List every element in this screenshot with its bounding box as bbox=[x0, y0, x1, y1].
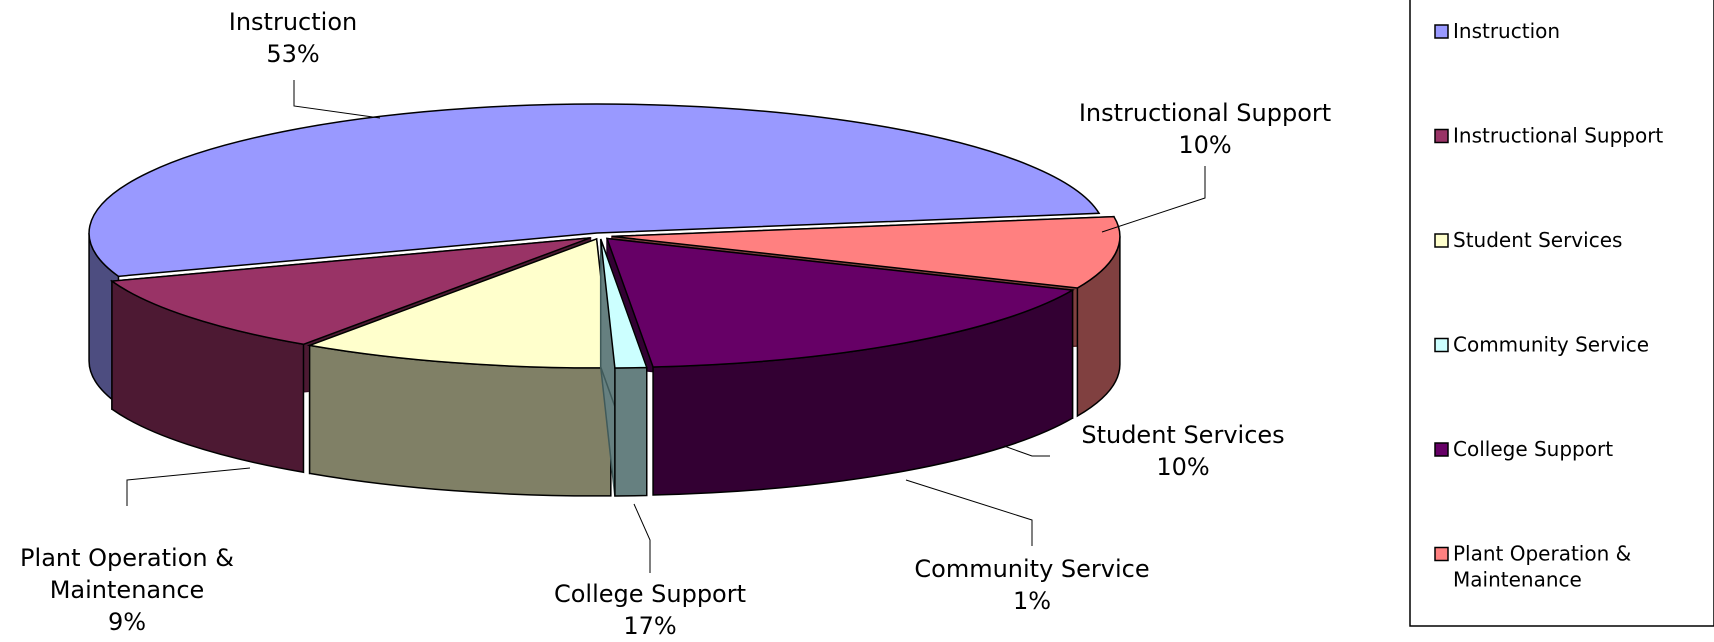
pie-slice-top bbox=[88, 103, 1101, 278]
pie-slice bbox=[599, 238, 648, 497]
data-label-name: Student Services bbox=[1081, 421, 1284, 449]
legend-label-line: Community Service bbox=[1453, 333, 1649, 357]
pie-slice-top bbox=[306, 237, 612, 369]
legend-item: Instruction bbox=[1434, 19, 1560, 43]
legend-label-line: Instruction bbox=[1453, 19, 1560, 43]
pie-slice-side bbox=[614, 366, 648, 497]
legend-item: College Support bbox=[1434, 437, 1613, 461]
legend-label: Community Service bbox=[1453, 333, 1649, 357]
pie-slice-top bbox=[605, 237, 1075, 368]
legend-label: Instructional Support bbox=[1453, 124, 1663, 148]
leader-line bbox=[126, 467, 251, 506]
legend-item: Instructional Support bbox=[1434, 124, 1663, 148]
legend-swatch bbox=[1434, 337, 1449, 353]
pie-slice-top bbox=[109, 237, 591, 346]
legend-swatch bbox=[1434, 442, 1449, 457]
data-label-percent: 1% bbox=[1013, 587, 1051, 615]
data-label-text: Instructional Support 10% bbox=[1079, 99, 1331, 159]
legend-label: Plant Operation & Maintenance bbox=[1453, 542, 1631, 592]
leader-line bbox=[1003, 445, 1050, 457]
leader-line bbox=[905, 479, 1033, 546]
legend-swatch bbox=[1434, 233, 1449, 248]
legend-label-line: College Support bbox=[1453, 437, 1613, 461]
legend-label-line: Instructional Support bbox=[1453, 124, 1663, 148]
data-label: College Support 17% bbox=[554, 580, 746, 640]
legend-label-line: Plant Operation & bbox=[1453, 542, 1631, 566]
legend-swatch bbox=[1434, 128, 1449, 144]
pie-body bbox=[88, 103, 1121, 497]
legend-swatch bbox=[1434, 24, 1449, 39]
legend-label: College Support bbox=[1453, 437, 1613, 461]
legend-label: Student Services bbox=[1453, 228, 1622, 252]
legend-label: Instruction bbox=[1453, 19, 1560, 43]
pie-slice bbox=[605, 237, 1075, 496]
leader-lines bbox=[126, 80, 1206, 573]
data-label: Student Services 10% bbox=[1081, 421, 1284, 481]
data-label: Instructional Support 10% bbox=[1079, 99, 1331, 159]
data-label-percent: 10% bbox=[1178, 131, 1231, 159]
data-label-name: Plant Operation & bbox=[20, 544, 234, 572]
leader-line bbox=[1101, 166, 1206, 233]
legend-swatch bbox=[1434, 546, 1449, 562]
data-label-text: Plant Operation & Maintenance 9% bbox=[20, 544, 234, 636]
data-label-percent: 53% bbox=[266, 40, 319, 68]
data-label: Community Service 1% bbox=[914, 555, 1149, 615]
data-label-name: College Support bbox=[554, 580, 746, 608]
data-label-percent: 10% bbox=[1156, 453, 1209, 481]
data-label-name: Maintenance bbox=[50, 576, 205, 604]
data-label-name: Instruction bbox=[229, 8, 357, 36]
leader-line bbox=[633, 503, 651, 573]
data-label: Plant Operation & Maintenance 9% bbox=[20, 544, 234, 636]
data-label-percent: 17% bbox=[623, 612, 676, 640]
legend-frame bbox=[1409, 0, 1714, 627]
legend: Instruction Instructional Support Student … bbox=[1409, 0, 1714, 627]
pie-slice bbox=[88, 103, 1101, 406]
data-label-text: Community Service 1% bbox=[914, 555, 1149, 615]
data-labels: Instruction 53%Instructional Support 10%St… bbox=[20, 8, 1331, 640]
legend-item: Community Service bbox=[1434, 333, 1649, 357]
data-label-name: Community Service bbox=[914, 555, 1149, 583]
leader-line bbox=[293, 80, 381, 119]
data-label-percent: 9% bbox=[108, 608, 146, 636]
legend-label-line: Maintenance bbox=[1453, 568, 1582, 592]
data-label-text: Student Services 10% bbox=[1081, 421, 1284, 481]
data-label-name: Instructional Support bbox=[1079, 99, 1331, 127]
data-label-text: Instruction 53% bbox=[229, 8, 357, 68]
pie-slice-top bbox=[611, 215, 1121, 289]
legend-item: Plant Operation & Maintenance bbox=[1434, 542, 1631, 592]
data-label: Instruction 53% bbox=[229, 8, 357, 68]
pie-slice-top bbox=[599, 238, 648, 369]
data-label-text: College Support 17% bbox=[554, 580, 746, 640]
legend-item: Student Services bbox=[1434, 228, 1622, 252]
legend-label-line: Student Services bbox=[1453, 228, 1622, 252]
